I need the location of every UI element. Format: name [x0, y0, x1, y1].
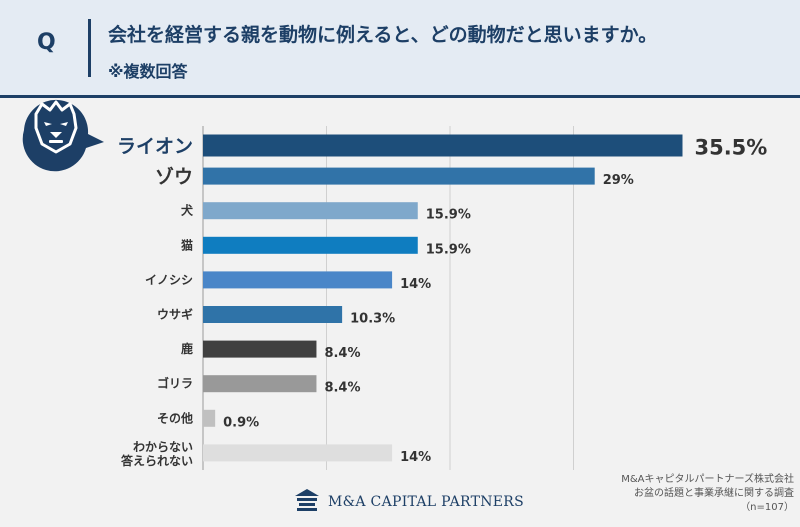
value-label-4: 15.9%	[426, 242, 471, 257]
company-logo: M&A CAPITAL PARTNERS	[292, 483, 524, 519]
category-label-10-2: 答えられない	[121, 453, 193, 468]
bar-3	[203, 202, 418, 220]
bar-8	[203, 375, 317, 393]
value-label-2: 29%	[603, 173, 634, 188]
category-label-7: 鹿	[181, 341, 193, 356]
bar-5	[203, 271, 393, 289]
lion-icon	[22, 99, 105, 172]
question-text: 会社を経営する親を動物に例えると、どの動物だと思いますか。	[108, 24, 658, 46]
value-label-8: 8.4%	[324, 381, 360, 396]
category-label-4: 猫	[181, 237, 193, 252]
logo-text: M&A CAPITAL PARTNERS	[328, 494, 525, 510]
question-letter: Q	[37, 30, 56, 55]
category-label-8: ゴリラ	[157, 376, 193, 391]
category-label-1: ライオン	[117, 136, 193, 158]
value-label-5: 14%	[400, 277, 431, 292]
category-label-6: ウサギ	[157, 307, 193, 322]
bar-9	[203, 409, 216, 427]
bar-1	[203, 134, 683, 157]
category-label-2: ゾウ	[155, 166, 193, 188]
company-logo-icon	[295, 489, 319, 511]
bar-6	[203, 306, 343, 323]
question-header: Q 会社を経営する親を動物に例えると、どの動物だと思いますか。 ※複数回答	[0, 0, 800, 98]
category-label-9: その他	[157, 410, 193, 425]
value-label-10: 14%	[400, 450, 431, 465]
value-label-3: 15.9%	[426, 208, 471, 223]
value-label-1: 35.5%	[694, 136, 767, 160]
bar-7	[203, 340, 317, 358]
source-survey: お盆の話題と事業承継に関する調査	[634, 488, 794, 499]
value-label-9: 0.9%	[223, 415, 259, 430]
source-company: M&Aキャピタルパートナーズ株式会社	[621, 474, 794, 485]
category-label-3: 犬	[181, 203, 194, 218]
bar-10	[203, 444, 393, 462]
bar-4	[203, 236, 418, 254]
multiple-answer-note: ※複数回答	[108, 62, 188, 81]
source-note: M&Aキャピタルパートナーズ株式会社 お盆の話題と事業承継に関する調査 （n=1…	[621, 473, 794, 515]
category-label-5: イノシシ	[145, 273, 193, 287]
value-label-6: 10.3%	[350, 312, 395, 327]
source-sample-size: （n=107）	[740, 502, 794, 513]
category-label-10-1: わからない	[133, 440, 193, 454]
header-divider	[88, 19, 91, 77]
bar-2	[203, 167, 595, 185]
value-label-7: 8.4%	[324, 346, 360, 361]
